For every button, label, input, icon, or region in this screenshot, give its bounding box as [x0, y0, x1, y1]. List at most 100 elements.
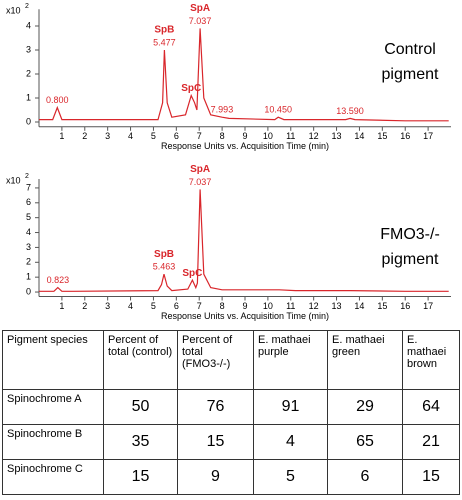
- x-tick-label: 5: [151, 301, 156, 311]
- x-tick-label: 8: [220, 131, 225, 141]
- x-tick-label: 15: [377, 301, 387, 311]
- x-tick-label: 2: [82, 301, 87, 311]
- x-tick-label: 15: [377, 131, 387, 141]
- table-cell: 35: [103, 424, 178, 460]
- table-cell: 64: [402, 389, 460, 425]
- table-cell: Spinochrome C: [2, 459, 104, 495]
- table-cell: Percent of total (FMO3-/-): [177, 330, 254, 390]
- x-tick-label: 13: [332, 131, 342, 141]
- x-tick-label: 16: [400, 131, 410, 141]
- x-tick-label: 14: [354, 301, 364, 311]
- table-cell: E. mathaei brown: [402, 330, 460, 390]
- x-tick-label: 10: [263, 301, 273, 311]
- x-tick-label: 1: [59, 301, 64, 311]
- y-scale-exponent: 2: [25, 3, 29, 10]
- table-cell: 76: [177, 389, 254, 425]
- table-row: Pigment species Percent of total (control…: [2, 330, 460, 390]
- x-tick-label: 9: [242, 301, 247, 311]
- side-label: Control: [384, 41, 436, 58]
- peak-label: 0.800: [46, 95, 69, 105]
- y-tick-label: 4: [26, 20, 31, 30]
- x-tick-label: 7: [197, 301, 202, 311]
- x-tick-label: 9: [242, 131, 247, 141]
- table-cell: E. mathaei green: [327, 330, 403, 390]
- y-tick-label: 4: [26, 227, 31, 237]
- peak-name: SpB: [154, 249, 174, 260]
- x-tick-label: 4: [128, 131, 133, 141]
- table-row: Spinochrome A 50 76 91 29 64: [2, 389, 460, 425]
- y-tick-label: 0: [26, 116, 31, 126]
- side-label: pigment: [382, 66, 439, 83]
- table-cell: 29: [327, 389, 403, 425]
- x-tick-label: 10: [263, 131, 273, 141]
- peak-label: 7.993: [211, 105, 234, 115]
- peak-name: SpA: [190, 164, 210, 175]
- table-cell: Pigment species: [2, 330, 104, 390]
- table-row: Spinochrome C 15 9 5 6 15: [2, 459, 460, 495]
- table-cell: 15: [402, 459, 460, 495]
- table-cell: 9: [177, 459, 254, 495]
- data-table: Pigment species Percent of total (control…: [2, 330, 460, 495]
- table-row: Spinochrome B 35 15 4 65 21: [2, 424, 460, 460]
- x-tick-label: 8: [220, 301, 225, 311]
- table-cell: E. mathaei purple: [253, 330, 328, 390]
- y-scale-base: x10: [6, 175, 21, 185]
- y-tick-label: 2: [26, 68, 31, 78]
- peak-label: 0.823: [47, 275, 70, 285]
- y-scale-base: x10: [6, 6, 21, 16]
- peak-name: SpA: [190, 3, 210, 14]
- table-cell: 65: [327, 424, 403, 460]
- x-tick-label: 6: [174, 301, 179, 311]
- x-tick-label: 3: [105, 301, 110, 311]
- x-axis-label: Response Units vs. Acquisition Time (min…: [161, 311, 329, 321]
- y-tick-label: 1: [26, 92, 31, 102]
- y-tick-label: 1: [26, 272, 31, 282]
- y-tick-label: 6: [26, 197, 31, 207]
- x-tick-label: 14: [354, 131, 364, 141]
- peak-label: 7.037: [189, 16, 212, 26]
- x-tick-label: 11: [286, 301, 295, 311]
- peak-label: 5.463: [153, 262, 176, 272]
- table-cell: 21: [402, 424, 460, 460]
- y-tick-label: 0: [26, 286, 31, 296]
- y-tick-label: 3: [26, 242, 31, 252]
- table-cell: 6: [327, 459, 403, 495]
- x-tick-label: 3: [105, 131, 110, 141]
- peak-name: SpC: [182, 268, 202, 279]
- peak-label: 13.590: [336, 106, 364, 116]
- y-tick-label: 7: [26, 182, 31, 192]
- table-cell: Spinochrome B: [2, 424, 104, 460]
- x-axis-label: Response Units vs. Acquisition Time (min…: [161, 141, 329, 151]
- table-cell: Spinochrome A: [2, 389, 104, 425]
- table-cell: 5: [253, 459, 328, 495]
- x-tick-label: 16: [400, 301, 410, 311]
- y-tick-label: 5: [26, 212, 31, 222]
- table-cell: 4: [253, 424, 328, 460]
- x-tick-label: 11: [286, 131, 295, 141]
- x-tick-label: 12: [309, 131, 319, 141]
- table-cell: Percent of total (control): [103, 330, 178, 390]
- x-tick-label: 2: [82, 131, 87, 141]
- x-tick-label: 12: [309, 301, 319, 311]
- x-tick-label: 17: [423, 301, 433, 311]
- side-label: pigment: [382, 251, 439, 268]
- y-tick-label: 2: [26, 257, 31, 267]
- x-tick-label: 17: [423, 131, 433, 141]
- x-tick-label: 6: [174, 131, 179, 141]
- peak-name: SpC: [181, 83, 201, 94]
- table-cell: 91: [253, 389, 328, 425]
- peak-name: SpB: [154, 25, 174, 36]
- table-cell: 50: [103, 389, 178, 425]
- peak-label: 5.477: [153, 37, 176, 47]
- x-tick-label: 7: [197, 131, 202, 141]
- x-tick-label: 13: [332, 301, 342, 311]
- x-tick-label: 1: [59, 131, 64, 141]
- peak-label: 10.450: [264, 105, 292, 115]
- side-label: FMO3-/-: [380, 226, 440, 243]
- chromatogram-line: [39, 189, 449, 292]
- table-cell: 15: [177, 424, 254, 460]
- peak-label: 7.037: [189, 177, 212, 187]
- y-scale-exponent: 2: [25, 173, 29, 180]
